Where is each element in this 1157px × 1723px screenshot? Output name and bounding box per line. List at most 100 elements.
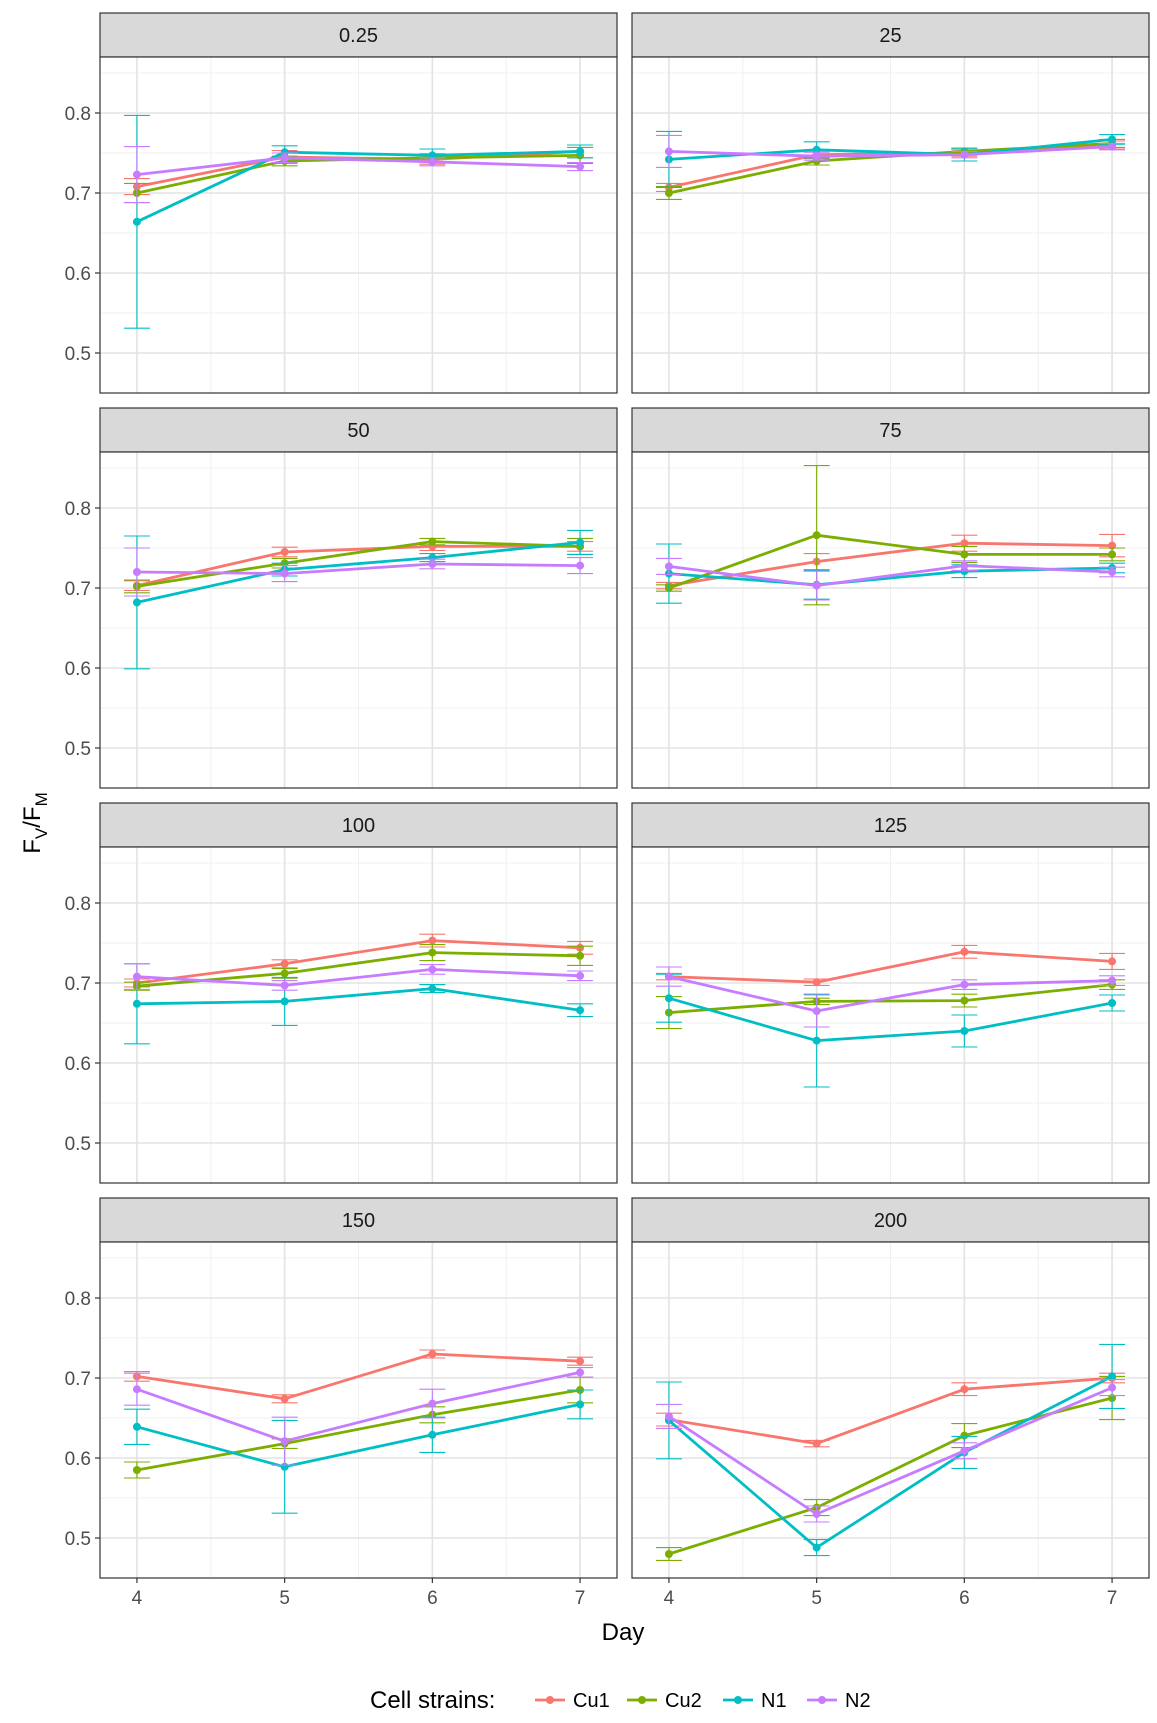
data-point bbox=[132, 1385, 141, 1394]
data-point bbox=[1108, 999, 1117, 1007]
panel-border bbox=[99, 1241, 618, 1579]
data-point bbox=[132, 217, 141, 226]
panel-border bbox=[631, 1241, 1150, 1579]
facet-strip-label: 25 bbox=[879, 25, 901, 47]
y-tick-label: 0.6 bbox=[65, 264, 91, 285]
data-point bbox=[428, 537, 437, 546]
panel-border bbox=[631, 56, 1150, 394]
panel-border bbox=[99, 451, 618, 789]
data-point bbox=[428, 1430, 437, 1439]
legend-key-point bbox=[818, 1696, 826, 1704]
y-tick-label: 0.6 bbox=[65, 1054, 91, 1075]
panel-border bbox=[99, 56, 618, 394]
data-point bbox=[576, 1368, 585, 1377]
legend-label: N1 bbox=[761, 1690, 787, 1712]
data-point bbox=[960, 980, 969, 989]
series-line bbox=[668, 143, 1113, 189]
series-line bbox=[136, 541, 581, 604]
legend-item-N2: N2 bbox=[807, 1690, 871, 1712]
data-point bbox=[132, 999, 141, 1008]
facet-strip-label: 100 bbox=[342, 815, 375, 837]
data-point bbox=[812, 531, 821, 540]
y-tick-label: 0.8 bbox=[65, 499, 91, 520]
facets-layer: 0.250.50.60.70.825500.50.60.70.8751000.5… bbox=[65, 12, 1150, 1609]
series-line bbox=[136, 150, 581, 224]
data-point bbox=[1108, 957, 1117, 966]
data-point bbox=[812, 978, 821, 987]
data-point bbox=[428, 560, 437, 568]
y-tick-label: 0.5 bbox=[65, 739, 91, 760]
facet-strip bbox=[99, 1197, 618, 1243]
data-point bbox=[960, 150, 969, 159]
x-axis-title: Day bbox=[602, 1619, 645, 1646]
series-N2 bbox=[655, 557, 1126, 601]
data-point bbox=[576, 147, 585, 156]
data-point bbox=[280, 569, 289, 578]
facet-panel-200: 200 4 5 6 7 bbox=[631, 1197, 1150, 1609]
data-point bbox=[576, 538, 585, 547]
facet-strip bbox=[99, 802, 618, 848]
y-tick-label: 0.5 bbox=[65, 1529, 91, 1550]
y-tick-label: 0.7 bbox=[65, 1369, 91, 1390]
facet-panel-50: 50 0.5 0.6 0.7 0.8 bbox=[65, 407, 618, 789]
data-point bbox=[428, 1350, 437, 1358]
x-tick-label: 7 bbox=[575, 1588, 586, 1609]
data-point bbox=[1108, 142, 1117, 151]
series-line bbox=[668, 145, 1113, 158]
series-line bbox=[136, 939, 581, 985]
data-point bbox=[664, 994, 673, 1003]
y-axis-title: FV/FM bbox=[19, 792, 51, 854]
legend-key-point bbox=[638, 1696, 646, 1704]
facet-strip-label: 0.25 bbox=[339, 25, 378, 47]
legend: Cell strains: Cu1 Cu2 N1 N2 bbox=[370, 1687, 871, 1714]
series-N2 bbox=[123, 963, 594, 991]
series-line bbox=[668, 996, 1113, 1042]
facet-panel-0.25: 0.25 0.5 0.6 0.7 0.8 bbox=[65, 12, 618, 394]
series-line bbox=[668, 1376, 1113, 1445]
data-point bbox=[1108, 550, 1117, 559]
data-point bbox=[132, 1422, 141, 1431]
series-line bbox=[668, 1396, 1113, 1556]
data-point bbox=[1108, 976, 1117, 985]
y-axis-title-main-2: F bbox=[19, 806, 46, 821]
data-point bbox=[1108, 1383, 1117, 1392]
series-line bbox=[668, 533, 1113, 590]
facet-panel-100: 100 0.5 0.6 0.7 0.8 bbox=[65, 802, 618, 1184]
series-line bbox=[136, 1371, 581, 1443]
facet-panel-25: 25 bbox=[631, 12, 1150, 394]
x-tick-label: 5 bbox=[811, 1588, 822, 1609]
data-point bbox=[132, 170, 141, 179]
y-tick-label: 0.6 bbox=[65, 659, 91, 680]
data-point bbox=[280, 1437, 289, 1446]
data-point bbox=[576, 1400, 585, 1409]
series-line bbox=[136, 1388, 581, 1472]
data-point bbox=[664, 189, 673, 197]
y-tick-label: 0.8 bbox=[65, 894, 91, 915]
data-point bbox=[428, 157, 437, 166]
facet-strip-label: 150 bbox=[342, 1210, 375, 1232]
data-point bbox=[576, 1357, 585, 1366]
series-line bbox=[136, 1403, 581, 1469]
panel-border bbox=[631, 846, 1150, 1184]
data-point bbox=[1108, 1372, 1117, 1381]
series-line bbox=[668, 1386, 1113, 1516]
y-axis-title-sub2: M bbox=[32, 792, 51, 806]
data-point bbox=[132, 568, 141, 576]
data-point bbox=[960, 1446, 969, 1455]
y-axis-title-slash: / bbox=[19, 821, 46, 828]
data-point bbox=[1108, 568, 1117, 576]
data-point bbox=[812, 1036, 821, 1045]
facet-strip-label: 125 bbox=[874, 815, 907, 837]
y-tick-label: 0.5 bbox=[65, 1134, 91, 1155]
x-tick-label: 6 bbox=[959, 1588, 970, 1609]
series-line bbox=[668, 564, 1113, 587]
legend-item-Cu2: Cu2 bbox=[627, 1690, 702, 1712]
series-line bbox=[136, 540, 581, 588]
y-axis-title-main: F bbox=[19, 839, 46, 854]
data-point bbox=[576, 162, 585, 171]
data-point bbox=[132, 598, 141, 607]
series-line bbox=[668, 541, 1113, 587]
data-point bbox=[812, 581, 821, 590]
data-point bbox=[664, 972, 673, 981]
x-tick-label: 4 bbox=[132, 1588, 143, 1609]
